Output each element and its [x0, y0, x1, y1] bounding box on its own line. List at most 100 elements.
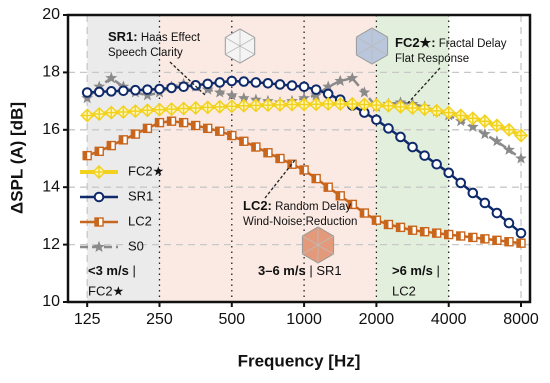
data-point [142, 123, 153, 134]
data-point [80, 108, 95, 123]
data-point [453, 108, 468, 123]
data-point [105, 71, 118, 84]
legend-marker [93, 240, 105, 252]
marker-shape [298, 81, 310, 93]
annotation-arrow [264, 159, 296, 199]
data-point [286, 80, 298, 91]
marker-shape [142, 84, 153, 95]
data-point [456, 231, 466, 241]
y-tick-label: 20 [42, 6, 60, 23]
data-point [226, 75, 238, 87]
marker-shape [286, 80, 298, 91]
marker-shape [491, 207, 503, 219]
legend-marker [94, 217, 104, 227]
legend-label: SR1 [128, 188, 153, 203]
data-point [407, 141, 418, 153]
marker-shape [441, 105, 456, 120]
data-point [429, 103, 444, 118]
data-point [515, 152, 527, 164]
data-point [345, 96, 360, 112]
marker-shape [357, 97, 372, 112]
data-point [383, 219, 394, 230]
data-point [128, 104, 143, 119]
marker-half [384, 220, 389, 229]
marker-half [504, 237, 509, 246]
data-point [118, 135, 129, 145]
marker-half [396, 223, 401, 232]
marker-shape [466, 120, 479, 132]
legend-marker [91, 164, 107, 180]
data-point [81, 87, 93, 98]
region-separator: | [436, 263, 439, 278]
marker-shape [105, 71, 118, 84]
marker-half [95, 147, 100, 156]
marker-shape [93, 86, 105, 98]
marker-shape [93, 240, 105, 252]
data-point [479, 197, 491, 209]
region-label: 3–6 m/s | SR1 [258, 263, 342, 278]
data-point [190, 80, 201, 91]
marker-half [444, 230, 449, 239]
annotation: FC2★: Fractal Delay [395, 35, 507, 50]
marker-shape [465, 111, 480, 126]
region-label: >6 m/s | [392, 263, 440, 278]
data-point [419, 226, 430, 237]
region-speed: >6 m/s [392, 263, 433, 278]
region-shade [376, 15, 449, 302]
x-axis-label: Frequency [Hz] [238, 351, 361, 370]
marker-shape [214, 77, 226, 88]
marker-shape [238, 76, 250, 87]
data-point [323, 182, 333, 192]
data-point [214, 77, 226, 88]
annotation-line: Wind-Noise Reduction [243, 216, 357, 228]
marker-half [131, 130, 136, 139]
annotation-arrow [407, 67, 441, 104]
icon-facets [302, 227, 334, 263]
marker-shape [405, 100, 420, 116]
marker-half [143, 124, 148, 133]
marker-shape [491, 135, 503, 147]
data-point [116, 104, 131, 120]
marker-half [288, 160, 293, 169]
annotation: LC2: Random Delay [243, 198, 351, 213]
marker-shape [130, 84, 141, 96]
annotation-line: Random Delay [275, 201, 351, 213]
data-point [443, 167, 455, 179]
data-point [250, 77, 262, 88]
marker-shape [202, 78, 214, 90]
marker-half [167, 117, 172, 126]
marker-shape [443, 167, 455, 179]
marker-shape [128, 104, 143, 119]
marker-shape [225, 89, 238, 101]
data-point [93, 86, 105, 98]
data-point [154, 83, 165, 95]
legend-label: FC2★ [128, 163, 164, 178]
data-point [263, 148, 273, 158]
marker-shape [477, 114, 492, 129]
marker-shape [250, 77, 262, 88]
marker-shape [346, 71, 359, 84]
data-point [215, 126, 225, 136]
data-point [501, 122, 517, 137]
marker-shape [489, 118, 504, 133]
annotation-head: LC2: [243, 198, 272, 213]
marker-half [191, 121, 196, 130]
marker-shape [513, 128, 529, 143]
data-point [190, 120, 201, 131]
data-point [94, 146, 104, 157]
region-model: FC2★ [88, 283, 124, 298]
data-point [467, 187, 479, 199]
data-point [178, 117, 189, 128]
marker-half [360, 209, 365, 218]
data-point [515, 227, 527, 239]
data-point [105, 86, 117, 97]
data-point [393, 99, 408, 114]
region-model: SR1 [316, 263, 341, 278]
data-point [251, 142, 261, 152]
data-point [166, 82, 177, 94]
data-point [395, 131, 406, 143]
marker-shape [417, 102, 432, 117]
marker-half [155, 118, 160, 127]
data-point [118, 85, 129, 97]
data-point [202, 78, 214, 90]
